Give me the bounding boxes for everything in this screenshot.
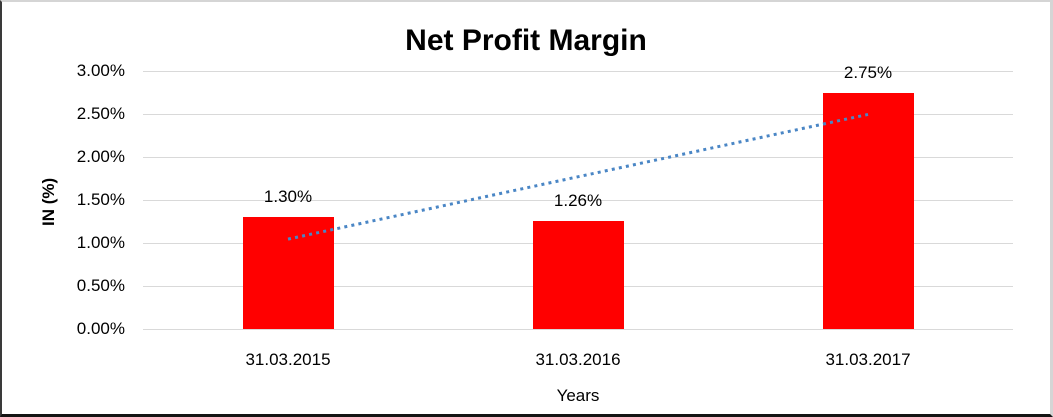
bar-value-label: 1.26% (553, 190, 603, 210)
gridline (143, 329, 1013, 330)
x-tick-label: 31.03.2016 (535, 350, 621, 369)
x-tick-label: 31.03.2017 (825, 350, 911, 369)
y-tick-label: 1.50% (76, 190, 125, 209)
plot-area: 1.30% 1.26% 2.75% (143, 63, 1013, 330)
y-tick-label: 2.50% (76, 104, 125, 123)
x-tick-label: 31.03.2015 (245, 350, 331, 369)
y-tick-label: 0.50% (76, 276, 125, 295)
bar-value-label: 2.75% (843, 62, 893, 82)
bar (532, 220, 624, 329)
chart-title: Net Profit Margin (405, 24, 647, 57)
y-tick-label: 0.00% (76, 319, 125, 338)
x-axis-title: Years (556, 386, 600, 405)
bar (242, 217, 334, 329)
y-tick-label: 2.00% (76, 147, 125, 166)
bar (822, 92, 914, 329)
gridline (143, 71, 1013, 72)
y-tick-label: 1.00% (76, 233, 125, 252)
y-tick-label: 3.00% (76, 61, 125, 80)
bar-value-label: 1.30% (263, 187, 313, 207)
